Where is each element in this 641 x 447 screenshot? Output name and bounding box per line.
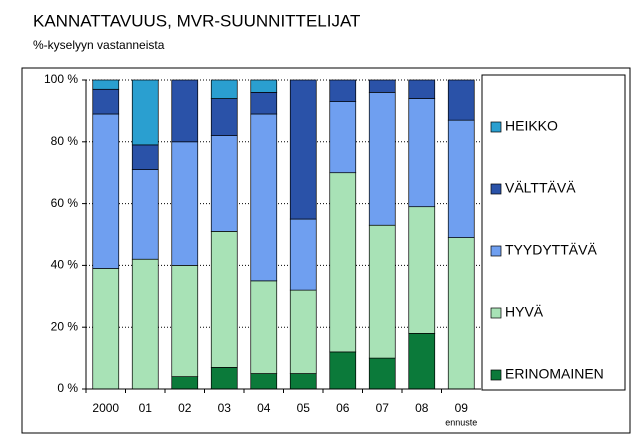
x-tick-label: 08 <box>415 401 429 415</box>
bar-segment <box>92 268 120 390</box>
legend-box <box>481 74 626 391</box>
x-tick-label: 06 <box>336 401 350 415</box>
legend-swatch <box>490 183 502 195</box>
legend-label: ERINOMAINEN <box>505 366 604 382</box>
bar-segment <box>250 113 278 282</box>
chart-subtitle: %-kyselyyn vastanneista <box>33 38 165 52</box>
x-tick-label: 09 <box>455 401 469 415</box>
bar-segment <box>250 92 278 115</box>
bar-segment <box>289 218 317 291</box>
bar-segment <box>210 231 238 368</box>
bar-segment <box>329 351 357 390</box>
x-tick-label: 01 <box>139 401 153 415</box>
bar-segment <box>329 79 357 102</box>
bar-segment <box>210 98 238 136</box>
legend-label: HEIKKO <box>505 118 558 134</box>
y-tick-label: 40 % <box>51 258 79 272</box>
bar-segment <box>171 141 199 266</box>
legend-swatch <box>490 245 502 257</box>
annotation: ennuste <box>445 417 477 427</box>
bar-segment <box>329 101 357 174</box>
y-tick-label: 100 % <box>44 72 78 86</box>
y-tick-label: 0 % <box>57 381 78 395</box>
x-tick-label: 07 <box>376 401 390 415</box>
y-tick-label: 80 % <box>51 134 79 148</box>
legend-swatch <box>490 307 502 319</box>
bar-segment <box>447 119 475 238</box>
bar-segment <box>92 79 120 90</box>
plot-frame <box>21 67 631 434</box>
legend-label: VÄLTTÄVÄ <box>505 180 576 196</box>
legend-swatch <box>490 369 502 381</box>
x-tick-label: 02 <box>178 401 192 415</box>
bar-segment <box>250 79 278 93</box>
bar-segment <box>368 92 396 226</box>
bar-segment <box>131 169 159 260</box>
bar-segment <box>289 373 317 390</box>
bar-segment <box>171 265 199 377</box>
bar-segment <box>171 376 199 390</box>
bar-segment <box>210 79 238 99</box>
bar-segment <box>408 98 436 208</box>
y-tick-label: 20 % <box>51 319 79 333</box>
bar-segment <box>92 88 120 115</box>
bar-segment <box>329 172 357 353</box>
legend-swatch <box>490 121 502 133</box>
bar-segment <box>368 224 396 359</box>
bar-segment <box>368 79 396 93</box>
legend-label: TYYDYTTÄVÄ <box>505 242 597 258</box>
bar-segment <box>131 144 159 170</box>
bar-segment <box>250 280 278 374</box>
bar-segment <box>210 367 238 390</box>
bar-segment <box>289 289 317 374</box>
bar-segment <box>250 373 278 390</box>
bar-segment <box>408 79 436 99</box>
bar-segment <box>131 258 159 390</box>
bar-segment <box>408 333 436 390</box>
bar-segment <box>447 237 475 390</box>
chart-title: KANNATTAVUUS, MVR-SUUNNITTELIJAT <box>33 11 360 30</box>
y-tick-label: 60 % <box>51 196 79 210</box>
bar-segment <box>92 113 120 269</box>
bar-segment <box>447 79 475 121</box>
bar-segment <box>368 357 396 390</box>
bar-segment <box>408 206 436 334</box>
bar-segment <box>171 79 199 143</box>
bar-segment <box>210 135 238 232</box>
legend-label: HYVÄ <box>505 304 544 320</box>
x-tick-label: 05 <box>297 401 311 415</box>
x-tick-label: 04 <box>257 401 271 415</box>
bar-segment <box>289 79 317 220</box>
x-tick-label: 03 <box>218 401 232 415</box>
bar-segment <box>131 79 159 146</box>
x-tick-label: 2000 <box>92 401 119 415</box>
